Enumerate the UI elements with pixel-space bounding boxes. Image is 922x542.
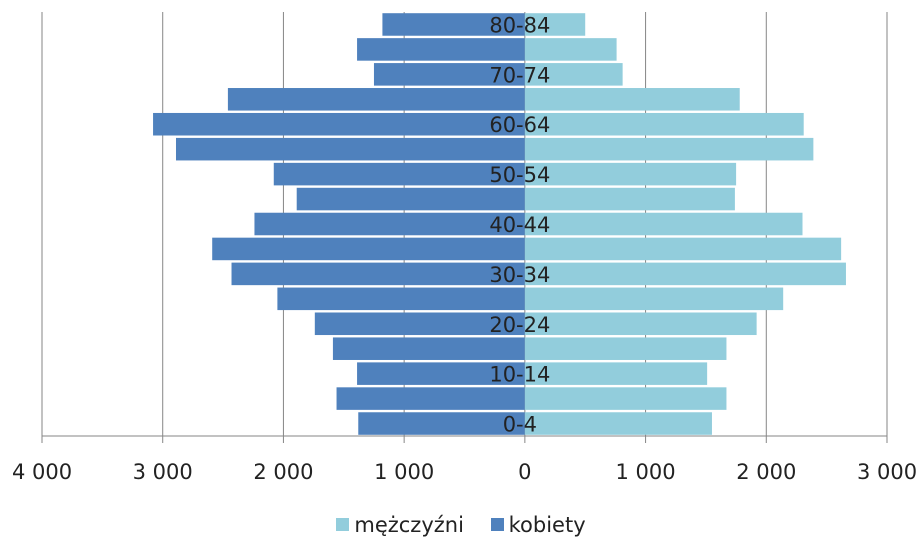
x-tick-label: 2 000: [253, 460, 313, 484]
x-axis: 4 000 3 000 2 000 1 000 0 1 000 2 000 3 000: [12, 435, 917, 484]
x-tick-label: 4 000: [12, 460, 72, 484]
age-label: 80-84: [489, 13, 550, 37]
age-label: 0-4: [503, 413, 537, 437]
x-tick-label: 0: [518, 460, 531, 484]
bar-kobiety-0-4: [358, 412, 525, 435]
legend-swatch-men: [336, 518, 350, 531]
bar-kobiety-40-44: [254, 212, 525, 236]
bar-mężczyźni-45-49: [524, 187, 735, 211]
bar-mężczyźni-0-4: [524, 412, 712, 435]
age-label: 60-64: [489, 113, 550, 137]
bar-kobiety-80-84: [382, 13, 525, 36]
age-label: 20-24: [489, 313, 550, 337]
x-tick-label: 1 000: [616, 460, 676, 484]
bar-mężczyźni-15-19: [524, 337, 727, 360]
bar-kobiety-50-54: [273, 162, 525, 186]
legend: mężczyźni kobiety: [0, 512, 922, 537]
bar-mężczyźni-40-44: [524, 212, 803, 236]
bar-kobiety-60-64: [153, 112, 525, 136]
bar-kobiety-75-79: [357, 38, 525, 61]
bar-mężczyźni-35-39: [524, 237, 842, 261]
bar-kobiety-45-49: [296, 187, 525, 211]
bar-mężczyźni-30-34: [524, 262, 846, 286]
age-labels: 0-4 10-14 20-24 30-34 40-44 50-54 60-64 70-74 80…: [489, 13, 550, 436]
bar-mężczyźni-80-84: [524, 13, 586, 36]
x-tick-label: 1 000: [374, 460, 434, 484]
bar-kobiety-65-69: [227, 88, 525, 111]
bar-mężczyźni-55-59: [524, 137, 814, 161]
bar-kobiety-10-14: [357, 362, 525, 385]
x-tick-label: 3 000: [857, 460, 917, 484]
bars: [153, 13, 846, 435]
bar-mężczyźni-20-24: [524, 312, 757, 336]
bar-kobiety-25-29: [277, 287, 525, 311]
bar-kobiety-35-39: [212, 237, 525, 261]
age-label: 30-34: [489, 263, 550, 287]
legend-item-men: mężczyźni: [336, 513, 464, 537]
age-label: 50-54: [489, 163, 550, 187]
bar-mężczyźni-25-29: [524, 287, 784, 311]
bar-mężczyźni-65-69: [524, 88, 740, 111]
bar-kobiety-20-24: [314, 312, 525, 336]
bar-kobiety-70-74: [373, 63, 525, 86]
x-tick-label: 3 000: [133, 460, 193, 484]
bar-kobiety-30-34: [231, 262, 525, 286]
legend-swatch-women: [490, 518, 504, 531]
population-pyramid-chart: 4 000 3 000 2 000 1 000 0 1 000 2 000 3 000 0-4…: [12, 12, 917, 484]
x-tick-label: 2 000: [736, 460, 796, 484]
age-label: 40-44: [489, 213, 550, 237]
legend-label-women: kobiety: [508, 512, 586, 537]
bar-mężczyźni-70-74: [524, 63, 623, 86]
legend-label-men: mężczyźni: [354, 512, 464, 537]
bar-kobiety-5-9: [336, 387, 525, 410]
bar-mężczyźni-50-54: [524, 162, 737, 186]
bar-mężczyźni-5-9: [524, 387, 727, 410]
bar-mężczyźni-75-79: [524, 38, 617, 61]
bar-kobiety-55-59: [175, 137, 525, 161]
bar-kobiety-15-19: [332, 337, 525, 360]
age-label: 10-14: [489, 363, 550, 387]
bar-mężczyźni-10-14: [524, 362, 708, 385]
legend-item-women: kobiety: [490, 512, 586, 537]
bar-mężczyźni-60-64: [524, 112, 804, 136]
age-label: 70-74: [489, 63, 550, 87]
